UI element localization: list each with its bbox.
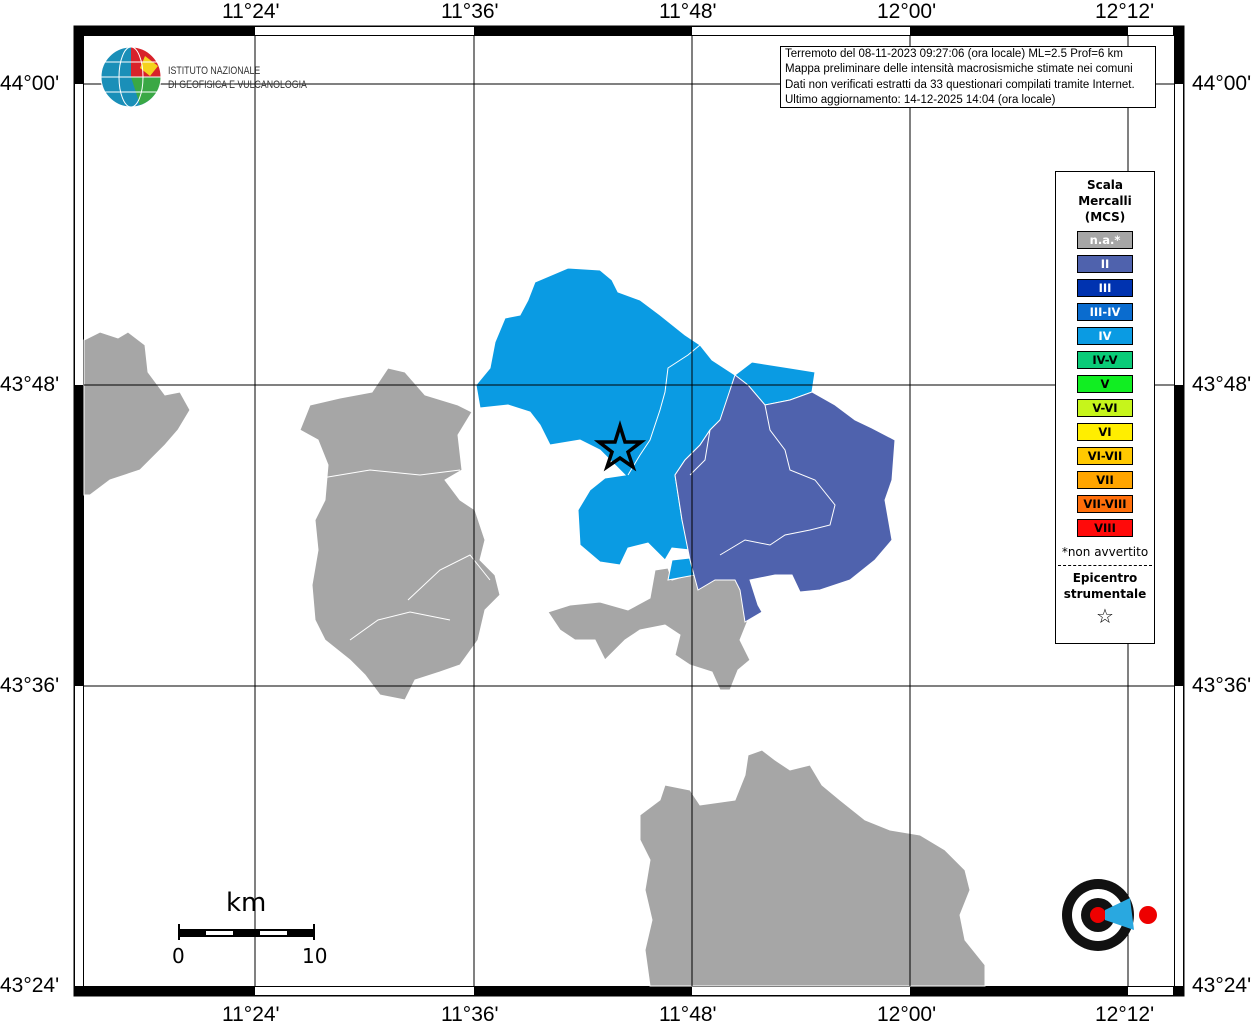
lat-label: 43°24' <box>1192 974 1252 997</box>
lat-label: 44°00' <box>1192 72 1252 95</box>
info-line: Ultimo aggiornamento: 14-12-2025 14:04 (… <box>785 93 1056 106</box>
epicenter-label-line: Epicentro <box>1072 571 1138 585</box>
lon-label: 11°48' <box>659 1003 717 1024</box>
legend-swatch: III-IV <box>1077 303 1133 321</box>
logo-line: DI GEOFISICA E VULCANOLOGIA <box>168 79 307 91</box>
lon-label: 11°24' <box>222 0 280 23</box>
legend-swatch: VII <box>1077 471 1133 489</box>
legend-swatch: IV <box>1077 327 1133 345</box>
legend-divider <box>1058 565 1152 566</box>
legend-title-line: (MCS) <box>1084 210 1126 224</box>
haisentito-logo <box>1062 879 1157 951</box>
legend-title-line: Scala <box>1086 178 1124 192</box>
legend-swatch: VI-VII <box>1077 447 1133 465</box>
epicenter-label-line: strumentale <box>1063 587 1147 601</box>
scale-bar <box>178 924 315 940</box>
lat-label: 43°24' <box>0 974 60 997</box>
legend-swatch: V <box>1077 375 1133 393</box>
lon-label: 12°12' <box>1095 1003 1155 1024</box>
mcs-legend: Scala Mercalli (MCS) n.a.* II III III-IV IV I… <box>1055 171 1155 644</box>
lat-label: 43°48' <box>1192 373 1252 396</box>
lon-label: 11°24' <box>222 1003 280 1024</box>
event-info-box: Terremoto del 08-11-2023 09:27:06 (ora l… <box>780 46 1156 108</box>
legend-swatch: II <box>1077 255 1133 273</box>
grey-municipalities <box>83 331 986 987</box>
info-line: Mappa preliminare delle intensità macros… <box>785 63 1133 76</box>
epicenter-star-icon <box>593 420 647 472</box>
lon-label: 11°48' <box>659 0 717 23</box>
scale-max: 10 <box>302 944 328 968</box>
legend-swatch: IV-V <box>1077 351 1133 369</box>
ingv-name: ISTITUTO NAZIONALE DI GEOFISICA E VULCAN… <box>168 64 307 92</box>
legend-title: Scala Mercalli (MCS) <box>1056 177 1154 225</box>
ingv-globe-logo <box>100 46 162 108</box>
lon-label: 12°00' <box>877 0 937 23</box>
lon-label: 12°00' <box>877 1003 937 1024</box>
legend-title-line: Mercalli <box>1078 194 1132 208</box>
scale-min: 0 <box>172 944 185 968</box>
lon-label: 12°12' <box>1095 0 1155 23</box>
legend-note: *non avvertito <box>1061 545 1149 559</box>
info-line: Terremoto del 08-11-2023 09:27:06 (ora l… <box>785 48 1123 60</box>
legend-swatch: V-VI <box>1077 399 1133 417</box>
legend-swatch: VIII <box>1077 519 1133 537</box>
lat-label: 43°48' <box>0 373 60 396</box>
legend-swatch: III <box>1077 279 1133 297</box>
scale-unit: km <box>226 888 267 918</box>
logo-line: ISTITUTO NAZIONALE <box>168 65 261 77</box>
lon-label: 11°36' <box>441 1003 499 1024</box>
frame-ticks <box>74 26 1184 996</box>
lat-label: 44°00' <box>0 72 60 95</box>
lat-label: 43°36' <box>1192 674 1252 697</box>
legend-swatches: n.a.* II III III-IV IV IV-V V V-VI VI VI-VII VII VI… <box>1056 231 1154 537</box>
intensity-ii-municipalities <box>674 374 896 623</box>
epicenter-star-icon: ☆ <box>1096 604 1114 628</box>
legend-swatch: VII-VIII <box>1077 495 1133 513</box>
legend-swatch: VI <box>1077 423 1133 441</box>
epicenter-label: Epicentro strumentale <box>1056 570 1154 602</box>
lat-label: 43°36' <box>0 674 60 697</box>
info-line: Dati non verificati estratti da 33 quest… <box>785 78 1135 91</box>
lon-label: 11°36' <box>441 0 499 23</box>
legend-swatch: n.a.* <box>1077 231 1133 249</box>
